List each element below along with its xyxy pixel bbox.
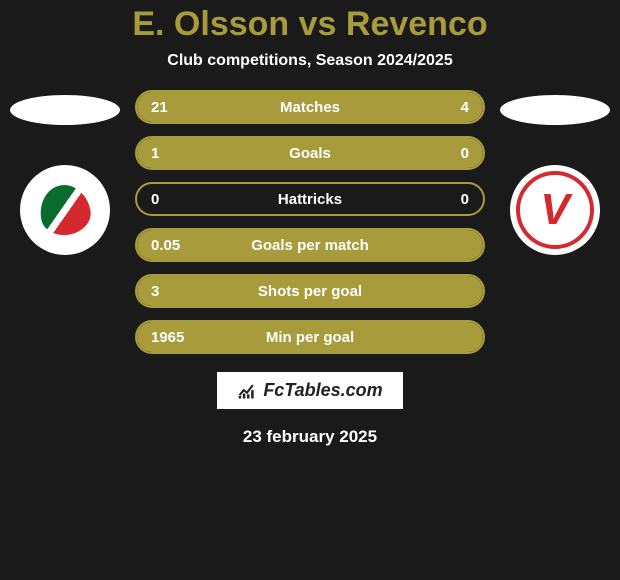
stat-value-right: 4 <box>461 99 469 116</box>
chart-icon <box>237 381 257 401</box>
page-subtitle: Club competitions, Season 2024/2025 <box>167 52 452 70</box>
main-row: 21Matches41Goals00Hattricks00.05Goals pe… <box>0 90 620 354</box>
club-badge-left <box>20 165 110 255</box>
stat-bar: 21Matches4 <box>135 90 485 124</box>
comparison-card: E. Olsson vs Revenco Club competitions, … <box>0 0 620 580</box>
stat-bar: 0Hattricks0 <box>135 182 485 216</box>
brand-badge: FcTables.com <box>217 372 402 409</box>
stat-label: Goals per match <box>137 237 483 254</box>
player-right-column <box>495 90 615 255</box>
date-label: 23 february 2025 <box>243 427 377 447</box>
stat-label: Shots per goal <box>137 283 483 300</box>
brand-label: FcTables.com <box>263 380 382 401</box>
stat-label: Goals <box>137 145 483 162</box>
player-left-avatar <box>10 95 120 125</box>
club-badge-right <box>510 165 600 255</box>
stat-label: Min per goal <box>137 329 483 346</box>
stat-bar: 0.05Goals per match <box>135 228 485 262</box>
player-right-avatar <box>500 95 610 125</box>
stat-bar: 3Shots per goal <box>135 274 485 308</box>
stat-label: Matches <box>137 99 483 116</box>
stats-column: 21Matches41Goals00Hattricks00.05Goals pe… <box>135 90 485 354</box>
stat-bar: 1Goals0 <box>135 136 485 170</box>
page-title: E. Olsson vs Revenco <box>132 5 487 44</box>
player-left-column <box>5 90 125 255</box>
stat-value-right: 0 <box>461 191 469 208</box>
stat-bar: 1965Min per goal <box>135 320 485 354</box>
stat-value-right: 0 <box>461 145 469 162</box>
stat-label: Hattricks <box>137 191 483 208</box>
